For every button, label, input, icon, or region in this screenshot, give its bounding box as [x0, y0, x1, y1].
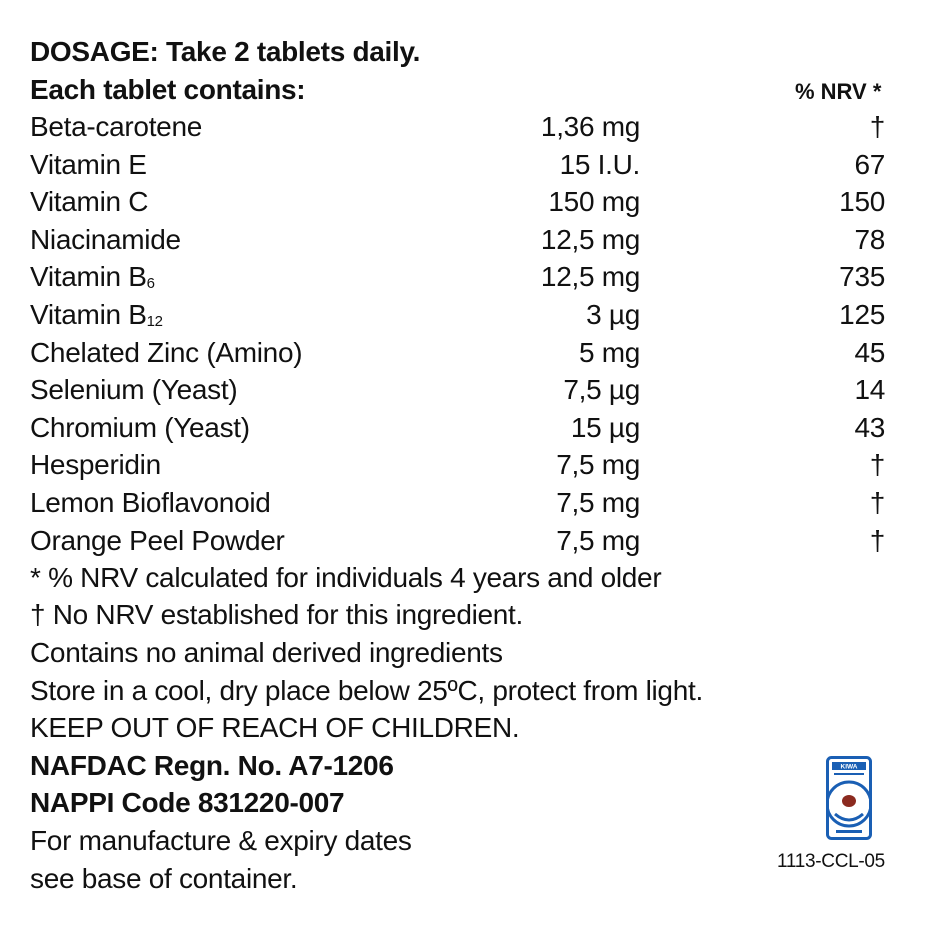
ingredient-row: Vitamin B6 12,5 mg 735: [30, 258, 885, 295]
ingredient-amount: 150 mg: [548, 186, 640, 218]
ingredient-nrv: †: [869, 487, 886, 518]
ingredient-amount: 5 mg: [578, 336, 640, 368]
ingredient-name: Lemon Bioflavonoid: [30, 487, 271, 518]
each-tablet-heading: Each tablet contains:: [30, 74, 306, 105]
ingredient-amount: 3 µg: [586, 299, 640, 330]
ingredient-name: Chromium (Yeast): [30, 411, 250, 443]
animal-statement: Contains no animal derived ingredients: [30, 637, 503, 668]
ingredient-name: Hesperidin: [30, 449, 161, 481]
ingredient-amount: 7,5 µg: [563, 374, 640, 406]
ingredient-nrv: 78: [854, 223, 885, 255]
ingredient-row: Chromium (Yeast) 15 µg 43: [30, 409, 885, 446]
ingredient-nrv: 67: [854, 148, 885, 180]
certification-mark-icon: KIWA: [826, 756, 872, 840]
ingredient-name: Beta-carotene: [30, 111, 202, 142]
ingredient-amount: 7,5 mg: [556, 487, 640, 518]
ingredient-nrv: †: [869, 449, 886, 481]
nappi-code: NAPPI Code 831220-007: [30, 787, 345, 818]
ingredient-name: Vitamin C: [30, 186, 149, 218]
ingredient-amount: 1,36 mg: [540, 111, 640, 142]
ingredient-name: Vitamin B6: [30, 261, 155, 293]
ingredient-name: Selenium (Yeast): [30, 374, 238, 406]
nrv-column-header: % NRV *: [795, 79, 882, 104]
ingredient-name: Orange Peel Powder: [30, 524, 285, 556]
ingredient-name: Vitamin B12: [30, 299, 163, 330]
ingredient-row: Beta-carotene 1,36 mg †: [30, 108, 885, 145]
nafdac-number: NAFDAC Regn. No. A7-1206: [30, 750, 394, 781]
ingredient-row: Vitamin C 150 mg 150: [30, 183, 885, 220]
ingredient-subscript: 12: [146, 313, 163, 330]
ingredient-nrv: 125: [839, 299, 885, 330]
ingredient-name: Vitamin E: [30, 148, 147, 180]
ingredient-name: Chelated Zinc (Amino): [30, 336, 303, 368]
ingredient-row: Vitamin E 15 I.U. 67: [30, 146, 885, 183]
ingredient-nrv: 735: [839, 261, 885, 293]
ingredient-nrv: 43: [854, 411, 885, 443]
manufacture-note-line1: For manufacture & expiry dates: [30, 825, 412, 856]
ingredient-amount: 7,5 mg: [556, 524, 640, 556]
ingredient-name: Niacinamide: [30, 223, 181, 255]
ingredient-amount: 15 I.U.: [559, 148, 641, 180]
ingredient-row: Niacinamide 12,5 mg 78: [30, 221, 885, 258]
ingredient-row: Selenium (Yeast) 7,5 µg 14: [30, 371, 885, 408]
ingredient-amount: 12,5 mg: [540, 261, 640, 293]
svg-text:KIWA: KIWA: [841, 764, 858, 771]
ingredient-row: Chelated Zinc (Amino) 5 mg 45: [30, 334, 885, 371]
storage-statement: Store in a cool, dry place below 25ºC, p…: [30, 675, 703, 706]
ingredient-row: Orange Peel Powder 7,5 mg †: [30, 522, 885, 559]
ingredient-nrv: †: [869, 111, 886, 142]
ingredient-nrv: †: [869, 524, 886, 556]
ingredient-row: Vitamin B12 3 µg 125: [30, 296, 885, 333]
no-nrv-footnote: † No NRV established for this ingredient…: [30, 599, 524, 630]
ingredient-subscript: 6: [146, 275, 155, 293]
ingredient-row: Hesperidin 7,5 mg †: [30, 446, 885, 483]
ingredient-amount: 7,5 mg: [556, 449, 640, 481]
manufacture-note-line2: see base of container.: [30, 863, 298, 894]
ingredient-nrv: 150: [839, 186, 885, 218]
ingredient-amount: 15 µg: [570, 411, 640, 443]
nrv-footnote: * % NRV calculated for individuals 4 yea…: [30, 562, 662, 593]
ingredient-nrv: 45: [854, 336, 885, 368]
ingredient-row: Lemon Bioflavonoid 7,5 mg †: [30, 484, 885, 521]
children-warning: KEEP OUT OF REACH OF CHILDREN.: [30, 712, 520, 743]
ingredient-amount: 12,5 mg: [540, 223, 640, 255]
ingredient-nrv: 14: [854, 374, 885, 406]
dosage-heading: DOSAGE: Take 2 tablets daily.: [30, 36, 421, 67]
batch-code: 1113-CCL-05: [777, 851, 885, 872]
